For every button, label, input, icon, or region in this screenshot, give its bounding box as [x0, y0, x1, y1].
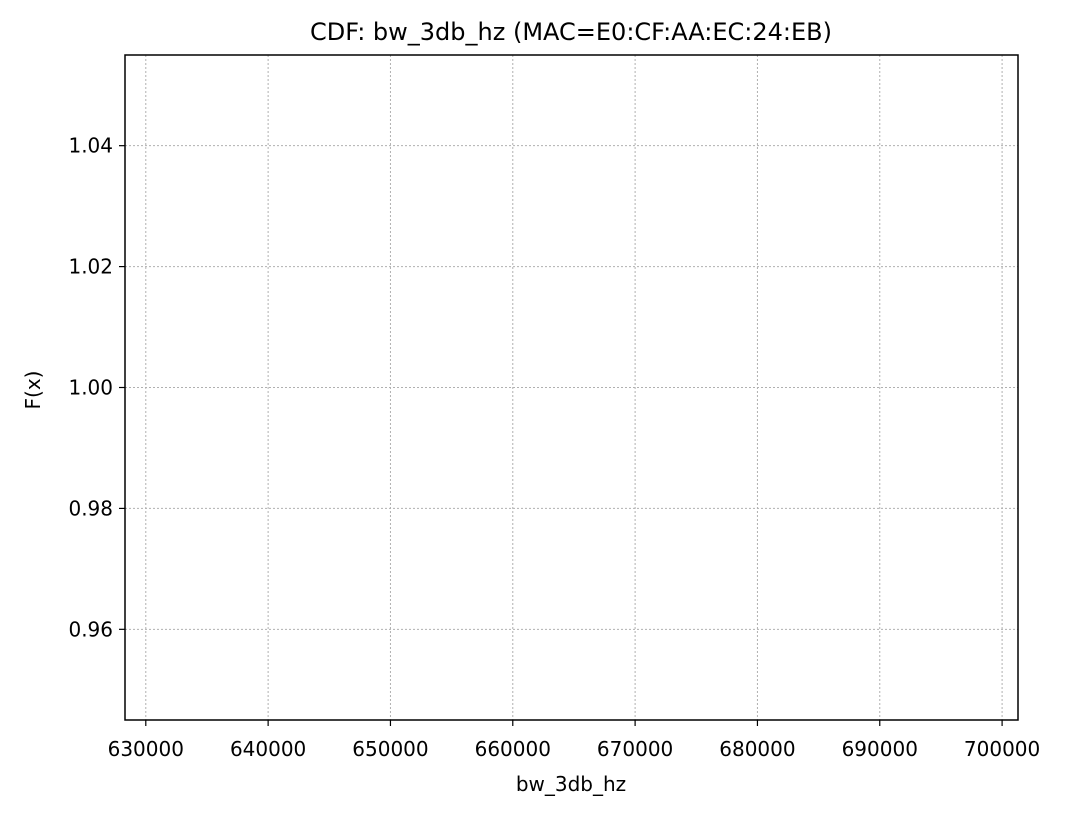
y-tick-label: 1.00 [68, 376, 113, 400]
x-tick-label: 690000 [842, 737, 918, 761]
x-tick-label: 680000 [719, 737, 795, 761]
y-tick-label: 1.04 [68, 134, 113, 158]
grid-layer [125, 55, 1018, 720]
x-tick-label: 670000 [597, 737, 673, 761]
chart-title: CDF: bw_3db_hz (MAC=E0:CF:AA:EC:24:EB) [310, 18, 832, 46]
x-tick-label: 640000 [230, 737, 306, 761]
y-axis-label: F(x) [21, 371, 45, 410]
x-tick-label: 700000 [964, 737, 1040, 761]
x-tick-label: 630000 [108, 737, 184, 761]
y-tick-label: 1.02 [68, 255, 113, 279]
x-axis: 630000 640000 650000 660000 670000 680000 6900… [108, 720, 1040, 761]
y-tick-label: 0.98 [68, 496, 113, 520]
y-tick-label: 0.96 [68, 617, 113, 641]
y-axis: 0.96 0.98 1.00 1.02 1.04 [68, 134, 125, 641]
x-tick-label: 660000 [475, 737, 551, 761]
x-axis-label: bw_3db_hz [516, 772, 626, 796]
x-tick-label: 650000 [352, 737, 428, 761]
